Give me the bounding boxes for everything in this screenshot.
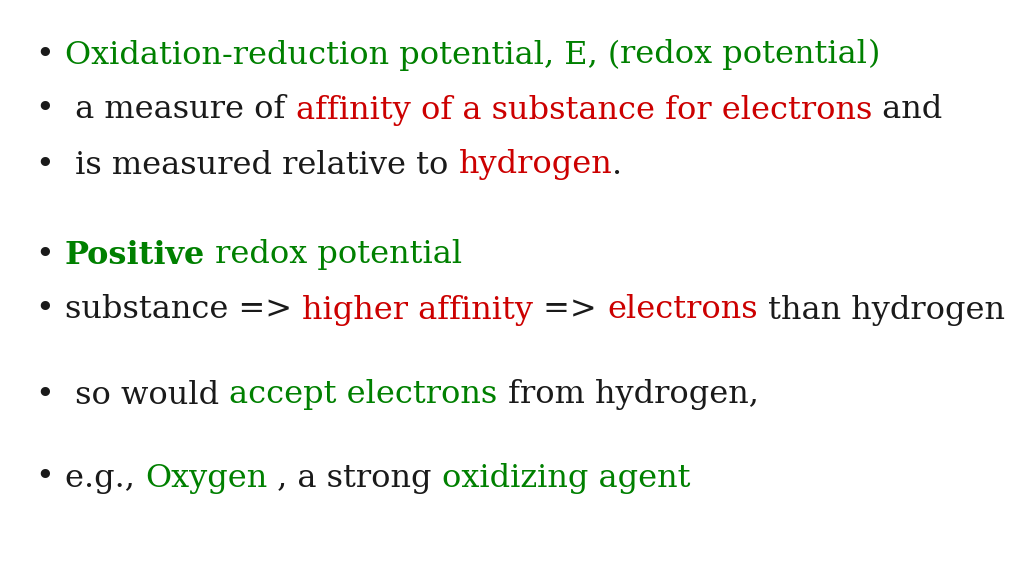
Text: •: • [35,94,53,126]
Text: electrons: electrons [607,294,758,325]
Text: , a strong: , a strong [267,463,442,494]
Text: a measure of: a measure of [65,94,296,126]
Text: •: • [35,294,53,325]
Text: accept electrons: accept electrons [229,380,498,411]
Text: than hydrogen: than hydrogen [758,294,1005,325]
Text: •: • [35,40,53,70]
Text: is measured relative to: is measured relative to [65,150,459,180]
Text: •: • [35,150,53,180]
Text: hydrogen: hydrogen [459,150,612,180]
Text: and: and [871,94,942,126]
Text: •: • [35,240,53,271]
Text: Oxidation-reduction potential, E, (: Oxidation-reduction potential, E, ( [65,39,621,71]
Text: Oxygen: Oxygen [145,463,267,494]
Text: higher affinity: higher affinity [302,294,534,325]
Text: ): ) [867,40,880,70]
Text: redox potential: redox potential [621,40,867,70]
Text: =>: => [534,294,607,325]
Text: affinity of a substance for electrons: affinity of a substance for electrons [296,94,871,126]
Text: so would: so would [65,380,229,411]
Text: from hydrogen,: from hydrogen, [498,380,759,411]
Text: .: . [612,150,623,180]
Text: •: • [35,380,53,411]
Text: •: • [35,463,53,494]
Text: redox potential: redox potential [205,240,463,271]
Text: Positive: Positive [65,240,205,271]
Text: oxidizing agent: oxidizing agent [442,463,690,494]
Text: e.g.,: e.g., [65,463,145,494]
Text: substance =>: substance => [65,294,302,325]
